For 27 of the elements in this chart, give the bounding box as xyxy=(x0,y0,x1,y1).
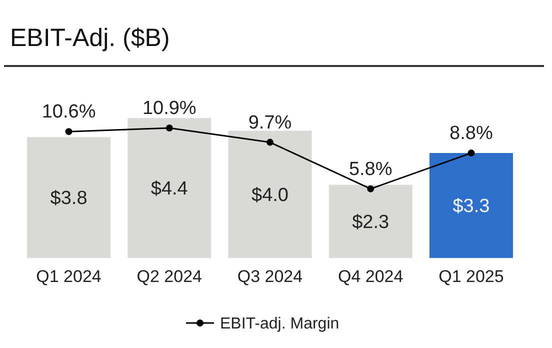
x-tick-label: Q1 2025 xyxy=(438,267,504,286)
bar xyxy=(128,118,212,258)
data-label: 10.9% xyxy=(142,98,196,119)
chart-title: EBIT-Adj. ($B) xyxy=(10,24,170,52)
x-tick-label: Q2 2024 xyxy=(136,267,202,286)
legend-label: EBIT-adj. Margin xyxy=(220,316,340,333)
point xyxy=(65,128,72,136)
data-label: 10.6% xyxy=(42,102,96,123)
point xyxy=(166,124,173,132)
point xyxy=(367,185,374,192)
data-label: $3.8 xyxy=(50,188,88,210)
bar xyxy=(27,137,111,258)
x-tick-label: Q4 2024 xyxy=(338,267,404,286)
data-label: $4.4 xyxy=(150,178,188,200)
x-tick-label: Q1 2024 xyxy=(36,267,102,286)
point xyxy=(266,138,274,146)
data-label: $3.3 xyxy=(452,196,490,218)
data-label: 5.8% xyxy=(348,158,392,180)
bar xyxy=(328,184,412,258)
data-label: $4.0 xyxy=(252,185,288,206)
bar xyxy=(228,130,312,258)
point xyxy=(468,150,475,157)
bar xyxy=(429,153,513,258)
x-tick-label: Q3 2024 xyxy=(237,267,303,286)
data-label: 8.8% xyxy=(450,123,493,144)
data-label: 9.7% xyxy=(248,112,292,134)
data-label: $2.3 xyxy=(352,212,390,234)
